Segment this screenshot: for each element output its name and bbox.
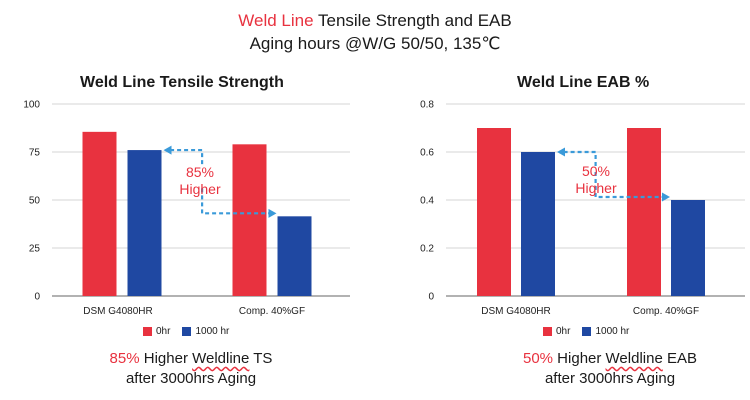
annotation-word: Higher bbox=[575, 180, 617, 196]
caption-end: EAB bbox=[662, 350, 697, 367]
x-category-label: DSM G4080HR bbox=[83, 306, 152, 317]
arrowhead-right bbox=[662, 192, 670, 202]
chart-1-title: Weld Line Tensile Strength bbox=[80, 74, 284, 91]
bar-0hr bbox=[82, 131, 117, 296]
legend-label-0hr: 0hr bbox=[156, 326, 171, 337]
y-tick-label: 75 bbox=[29, 148, 41, 159]
annotation-word: Higher bbox=[179, 181, 221, 197]
annotation-pct: 85% bbox=[185, 164, 215, 180]
legend-swatch-1000hr bbox=[182, 327, 192, 336]
title-highlight: Weld Line bbox=[238, 11, 314, 30]
bar-1000hr bbox=[277, 216, 312, 296]
comparison-arrow-lower bbox=[594, 172, 663, 199]
legend-swatch-1000hr bbox=[582, 327, 592, 336]
legend-swatch-0hr bbox=[543, 327, 552, 336]
annotation-pct: 50% bbox=[581, 163, 611, 179]
chart-1-legend: 0hr 1000 hr bbox=[143, 326, 229, 337]
y-tick-label: 0.4 bbox=[420, 196, 434, 207]
comparison-arrow-upper bbox=[170, 148, 204, 165]
caption-line-2: after 3000hrs Aging bbox=[125, 370, 257, 387]
y-tick-label: 0.2 bbox=[420, 244, 434, 255]
bar-1000hr bbox=[521, 152, 555, 296]
comparison-arrow-upper bbox=[564, 150, 597, 166]
legend-label-0hr: 0hr bbox=[556, 326, 571, 337]
chart-2-legend: 0hr 1000 hr bbox=[543, 326, 629, 337]
page-title-line-2: Aging hours @W/G 50/50, 135℃ bbox=[249, 34, 501, 53]
x-category-label: Comp. 40%GF bbox=[633, 306, 699, 317]
chart-1-caption: 85% Higher Weldline TS after 3000hrs Agi… bbox=[61, 349, 321, 389]
y-tick-label: 0.6 bbox=[420, 148, 434, 159]
chart-2-title: Weld Line EAB % bbox=[517, 74, 650, 91]
caption-pct: 50% bbox=[522, 350, 554, 367]
x-category-label: Comp. 40%GF bbox=[239, 306, 305, 317]
y-tick-label: 100 bbox=[23, 100, 40, 111]
chart-2-caption: 50% Higher Weldline EAB after 3000hrs Ag… bbox=[480, 349, 740, 389]
caption-line-2: after 3000hrs Aging bbox=[544, 370, 676, 387]
y-tick-label: 0.8 bbox=[420, 100, 434, 111]
legend-swatch-0hr bbox=[143, 327, 152, 336]
title-rest: Tensile Strength and EAB bbox=[317, 11, 512, 30]
y-tick-label: 50 bbox=[29, 196, 41, 207]
y-tick-label: 0 bbox=[428, 292, 434, 303]
comparison-arrow-lower bbox=[201, 188, 270, 215]
caption-end: TS bbox=[249, 350, 273, 367]
bar-0hr bbox=[232, 144, 267, 296]
page-title-line-1: Weld Line Tensile Strength and EAB bbox=[0, 11, 750, 31]
y-tick-label: 0 bbox=[34, 292, 40, 303]
caption-pct: 85% bbox=[109, 350, 140, 367]
y-tick-label: 25 bbox=[29, 244, 41, 255]
caption-mid: Higher bbox=[139, 350, 193, 367]
legend-label-1000hr: 1000 hr bbox=[595, 326, 630, 337]
bar-1000hr bbox=[671, 200, 705, 296]
arrowhead-left bbox=[163, 145, 172, 155]
x-category-label: DSM G4080HR bbox=[481, 306, 550, 317]
caption-weldline: Weldline bbox=[192, 350, 250, 367]
arrowhead-right bbox=[268, 208, 277, 218]
bar-0hr bbox=[477, 128, 511, 296]
bar-0hr bbox=[627, 128, 661, 296]
chart-2-annotation: 50% Higher bbox=[566, 163, 626, 197]
legend-label-1000hr: 1000 hr bbox=[195, 326, 230, 337]
caption-mid: Higher bbox=[553, 350, 606, 367]
caption-weldline: Weldline bbox=[605, 350, 663, 367]
arrowhead-left bbox=[557, 147, 565, 157]
chart-1-annotation: 85% Higher bbox=[170, 164, 230, 198]
bar-1000hr bbox=[127, 150, 162, 296]
